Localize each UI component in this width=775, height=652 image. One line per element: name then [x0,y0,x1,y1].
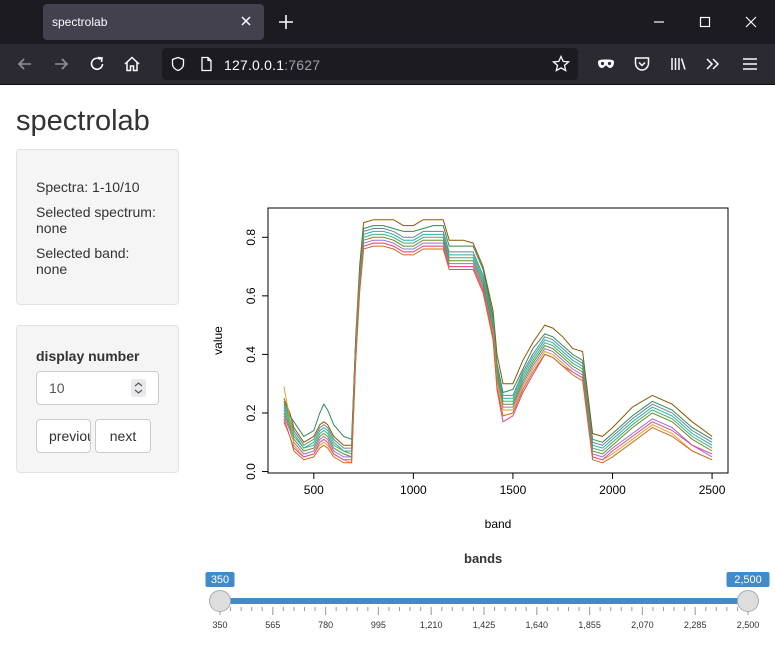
slider-tick-label: 1,210 [420,620,443,630]
slider-tick-label: 1,425 [473,620,496,630]
browser-navbar: 127.0.0.1:7627 [0,44,775,85]
x-tick-label: 1000 [400,483,427,497]
maximize-icon[interactable] [695,12,715,32]
library-icon[interactable] [668,54,688,74]
hamburger-menu-icon[interactable] [740,54,760,74]
slider-to-badge-text: 2,500 [734,574,762,586]
spectrum-line-9[interactable] [283,242,713,461]
page: spectrolab Spectra: 1-10/10 Selected spe… [0,85,775,652]
y-axis-label: value [211,326,225,355]
close-tab-icon[interactable] [238,13,254,29]
slider-from-badge [205,572,235,587]
spectra-plot[interactable]: 500 1000 1500 2000 2500 0.0 0.2 0.4 0.6 0.8 band va… [200,197,760,537]
bands-range-slider[interactable]: 350 565 780 995 1,210 1,425 1,640 1,855 2,070 2,2… [200,565,775,645]
slider-tick-label: 2,500 [737,620,760,630]
y-tick-label: 0.4 [244,346,258,363]
slider-to-badge [726,572,770,587]
bands-slider-label: bands [464,551,503,566]
spectra-count: Spectra: 1-10/10 [36,179,140,195]
minimize-icon[interactable] [649,12,669,32]
url-bar[interactable]: 127.0.0.1:7627 [162,48,578,80]
y-tick-label: 0.0 [244,463,258,480]
spectrum-line-7[interactable] [283,239,713,458]
number-spinner-icon[interactable] [131,379,146,397]
selected-spectrum-value: none [36,220,68,236]
slider-to-handle[interactable] [737,590,759,612]
plot-frame [267,207,729,474]
page-icon [201,56,212,72]
url-port: :7627 [284,57,321,73]
slider-tick-label: 780 [318,620,333,630]
slider-tick-label: 1,855 [578,620,601,630]
y-tick-label: 0.6 [244,287,258,304]
app-title: spectrolab [16,105,150,137]
y-tick-label: 0.8 [244,229,258,246]
url-text[interactable]: 127.0.0.1:7627 [224,57,320,73]
display-number-label: display number [36,348,140,364]
shield-icon[interactable] [170,56,186,72]
browser-tab[interactable]: spectrolab [43,4,264,40]
spectrum-line-8[interactable] [283,242,713,464]
selected-band-label: Selected band: [36,245,130,261]
home-icon[interactable] [122,54,142,74]
x-tick-label: 500 [304,483,324,497]
previous-button[interactable]: previous [36,419,91,453]
slider-from-badge-text: 350 [211,574,229,586]
slider-tick-label: 565 [265,620,280,630]
x-tick-label: 1500 [500,483,527,497]
slider-tick-label: 2,285 [684,620,707,630]
next-button[interactable]: next [95,419,151,453]
display-number-value: 10 [49,380,65,396]
selected-band-value: none [36,261,68,277]
slider-tick-label: 350 [212,620,227,630]
slider-tick-label: 1,640 [526,620,549,630]
selected-spectrum-label: Selected spectrum: [36,204,156,220]
browser-titlebar: spectrolab [0,0,775,44]
spectrum-line-5[interactable] [283,233,713,455]
spectrum-line-3[interactable] [283,228,713,449]
slider-grid [219,607,749,615]
controls-panel: display number 10 previous next [16,325,179,473]
display-number-input[interactable]: 10 [36,371,159,405]
info-panel: Spectra: 1-10/10 Selected spectrum: none… [16,149,179,305]
private-mask-icon[interactable] [596,54,616,74]
bookmark-star-icon[interactable] [552,55,570,73]
x-axis-label: band [485,517,512,531]
forward-icon[interactable] [51,54,71,74]
close-window-icon[interactable] [741,12,761,32]
url-host: 127.0.0.1 [224,57,285,73]
slider-selected-bar[interactable] [220,598,748,604]
back-icon[interactable] [15,54,35,74]
y-tick-label: 0.2 [244,404,258,421]
new-tab-icon[interactable] [276,12,296,32]
spectrum-line-1[interactable] [283,219,713,446]
spectrum-line-10[interactable] [283,245,713,464]
spectrum-line-6[interactable] [283,236,713,458]
slider-tick-label: 995 [371,620,386,630]
slider-tick-label: 2,070 [631,620,654,630]
overflow-chevrons-icon[interactable] [703,54,723,74]
spectrum-line-4[interactable] [283,230,713,452]
tab-title: spectrolab [52,15,108,29]
spectra-lines [283,219,713,464]
reload-icon[interactable] [87,54,107,74]
x-tick-label: 2000 [599,483,626,497]
pocket-icon[interactable] [632,54,652,74]
slider-from-handle[interactable] [209,590,231,612]
x-tick-label: 2500 [699,483,726,497]
